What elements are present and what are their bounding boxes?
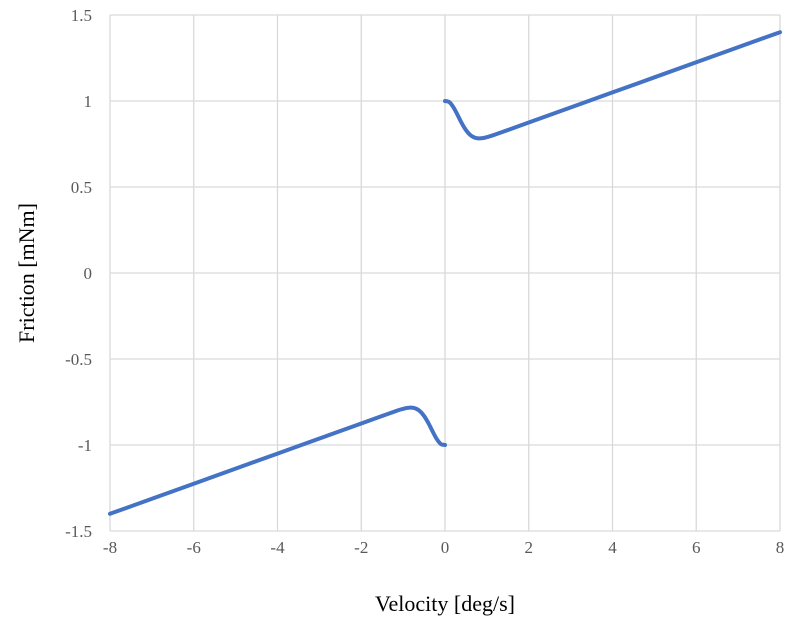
friction-curve-segment	[443, 30, 782, 141]
y-tick-label: 1.5	[71, 6, 92, 25]
x-tick-label: 0	[441, 538, 450, 557]
x-axis-title: Velocity [deg/s]	[375, 591, 515, 616]
friction-curve-segment	[108, 405, 447, 516]
x-tick-label: 8	[776, 538, 785, 557]
y-tick-label: 0	[84, 264, 93, 283]
gridlines	[109, 14, 781, 532]
x-tick-label: 2	[525, 538, 534, 557]
y-tick-label: 0.5	[71, 178, 92, 197]
y-tick-labels: -1.5 -1 -0.5 0 0.5 1 1.5	[65, 6, 92, 541]
y-tick-label: -1.5	[65, 522, 92, 541]
x-tick-label: 6	[692, 538, 701, 557]
y-tick-label: -0.5	[65, 350, 92, 369]
y-tick-label: 1	[84, 92, 93, 111]
x-tick-label: -2	[354, 538, 368, 557]
y-axis-title: Friction [mNm]	[14, 203, 39, 343]
x-tick-label: 4	[608, 538, 617, 557]
x-tick-labels: -8 -6 -4 -2 0 2 4 6 8	[103, 538, 784, 557]
y-tick-label: -1	[78, 436, 92, 455]
x-tick-label: -4	[270, 538, 285, 557]
series-lines	[108, 30, 782, 516]
x-tick-label: -6	[187, 538, 201, 557]
x-tick-label: -8	[103, 538, 117, 557]
